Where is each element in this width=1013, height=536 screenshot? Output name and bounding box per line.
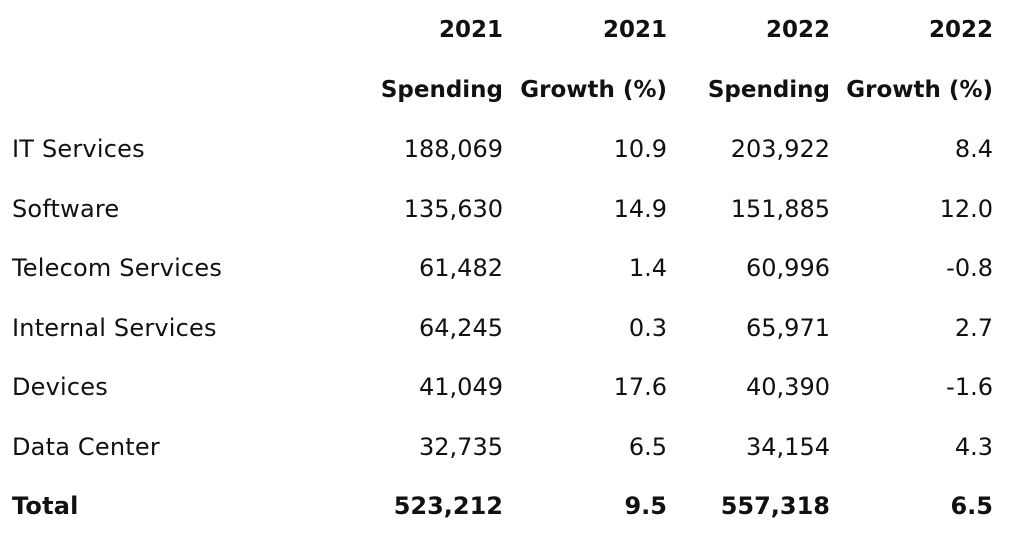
row-label: Devices [12,373,108,401]
table-row: Devices 41,049 17.6 40,390 -1.6 [0,357,1013,417]
cell-2022-growth: -0.8 [946,254,993,282]
header-year-col2: 2021 [602,17,667,43]
table-row: Telecom Services 61,482 1.4 60,996 -0.8 [0,238,1013,298]
table-row: Internal Services 64,245 0.3 65,971 2.7 [0,298,1013,358]
cell-2021-growth: 14.9 [613,195,667,223]
cell-2021-growth: 6.5 [628,433,667,461]
cell-2022-growth: 2.7 [954,314,993,342]
header-year-col4: 2022 [928,17,993,43]
total-2021-growth: 9.5 [624,492,667,520]
total-2021-spending: 523,212 [393,492,503,520]
header-row-years: 2021 2021 2022 2022 [0,0,1013,60]
cell-2021-growth: 1.4 [628,254,667,282]
cell-2021-spending: 41,049 [419,373,503,401]
row-label: Software [12,195,120,223]
header-metric-col4: Growth (%) [846,77,993,103]
header-row-metrics: Spending Growth (%) Spending Growth (%) [0,60,1013,120]
cell-2021-spending: 135,630 [403,195,503,223]
total-row: Total 523,212 9.5 557,318 6.5 [0,476,1013,536]
header-year-col3: 2022 [765,17,830,43]
row-label: Internal Services [12,314,217,342]
header-metric-col2: Growth (%) [520,77,667,103]
cell-2021-spending: 64,245 [419,314,503,342]
row-label: IT Services [12,135,145,163]
cell-2022-spending: 203,922 [730,135,830,163]
row-label: Telecom Services [12,254,223,282]
table-row: IT Services 188,069 10.9 203,922 8.4 [0,119,1013,179]
header-year-col1: 2021 [438,17,503,43]
row-label: Data Center [12,433,160,461]
cell-2022-spending: 60,996 [746,254,830,282]
cell-2022-growth: 4.3 [954,433,993,461]
table-row: Software 135,630 14.9 151,885 12.0 [0,179,1013,239]
cell-2022-growth: -1.6 [946,373,993,401]
cell-2022-growth: 12.0 [939,195,993,223]
cell-2021-growth: 17.6 [613,373,667,401]
cell-2022-spending: 40,390 [746,373,830,401]
cell-2022-growth: 8.4 [954,135,993,163]
cell-2022-spending: 151,885 [730,195,830,223]
cell-2021-growth: 10.9 [613,135,667,163]
cell-2021-spending: 188,069 [403,135,503,163]
total-label: Total [12,492,79,520]
table-row: Data Center 32,735 6.5 34,154 4.3 [0,417,1013,477]
total-2022-growth: 6.5 [950,492,993,520]
header-metric-col3: Spending [707,77,830,103]
cell-2022-spending: 65,971 [746,314,830,342]
header-metric-col1: Spending [380,77,503,103]
total-2022-spending: 557,318 [720,492,830,520]
cell-2021-spending: 32,735 [419,433,503,461]
cell-2022-spending: 34,154 [746,433,830,461]
cell-2021-growth: 0.3 [628,314,667,342]
cell-2021-spending: 61,482 [419,254,503,282]
